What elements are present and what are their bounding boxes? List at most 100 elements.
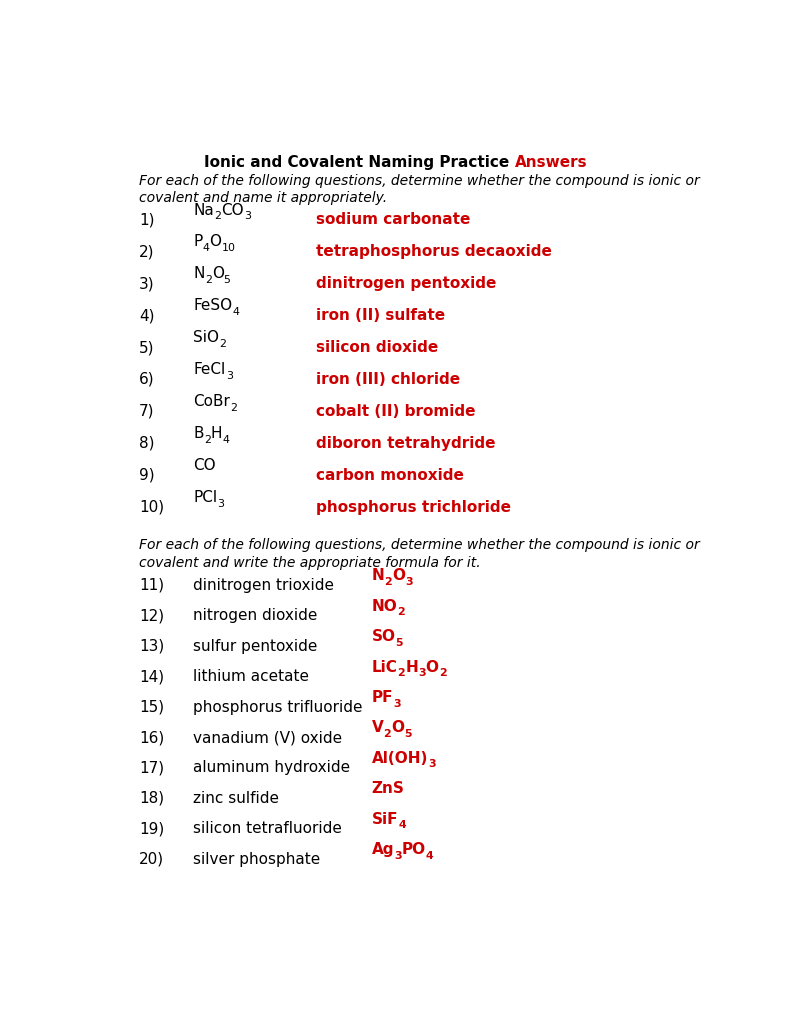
Text: carbon monoxide: carbon monoxide xyxy=(316,468,464,483)
Text: 5: 5 xyxy=(396,638,403,648)
Text: cobalt (II) bromide: cobalt (II) bromide xyxy=(316,403,475,419)
Text: iron (III) chloride: iron (III) chloride xyxy=(316,372,460,387)
Text: O: O xyxy=(392,568,405,584)
Text: SiO: SiO xyxy=(194,331,219,345)
Text: 16): 16) xyxy=(139,730,165,745)
Text: 1): 1) xyxy=(139,212,155,227)
Text: 14): 14) xyxy=(139,670,165,684)
Text: Answers: Answers xyxy=(514,156,587,170)
Text: 2: 2 xyxy=(230,402,237,413)
Text: LiC: LiC xyxy=(372,659,398,675)
Text: 17): 17) xyxy=(139,761,165,775)
Text: 4: 4 xyxy=(398,820,406,830)
Text: H: H xyxy=(210,426,222,441)
Text: 10): 10) xyxy=(139,500,165,515)
Text: 2: 2 xyxy=(384,577,392,587)
Text: 3): 3) xyxy=(139,276,155,291)
Text: 4: 4 xyxy=(233,307,240,317)
Text: 5): 5) xyxy=(139,340,155,355)
Text: B: B xyxy=(194,426,204,441)
Text: zinc sulfide: zinc sulfide xyxy=(194,791,279,806)
Text: 2: 2 xyxy=(204,435,210,444)
Text: covalent and name it appropriately.: covalent and name it appropriately. xyxy=(139,191,388,206)
Text: SiF: SiF xyxy=(372,812,398,826)
Text: silver phosphate: silver phosphate xyxy=(194,852,320,866)
Text: CO: CO xyxy=(221,203,244,217)
Text: 10: 10 xyxy=(221,243,236,253)
Text: PF: PF xyxy=(372,690,393,705)
Text: covalent and write the appropriate formula for it.: covalent and write the appropriate formu… xyxy=(139,556,481,569)
Text: PCl: PCl xyxy=(194,490,218,505)
Text: 4): 4) xyxy=(139,308,155,323)
Text: silicon tetrafluoride: silicon tetrafluoride xyxy=(194,821,343,837)
Text: H: H xyxy=(405,659,418,675)
Text: 4: 4 xyxy=(222,435,229,444)
Text: FeSO: FeSO xyxy=(194,298,233,313)
Text: 3: 3 xyxy=(394,851,402,860)
Text: PO: PO xyxy=(402,842,426,857)
Text: 12): 12) xyxy=(139,608,165,624)
Text: For each of the following questions, determine whether the compound is ionic or: For each of the following questions, det… xyxy=(139,538,700,552)
Text: 2: 2 xyxy=(439,668,446,678)
Text: 2: 2 xyxy=(398,668,405,678)
Text: 4: 4 xyxy=(426,851,433,860)
Text: 19): 19) xyxy=(139,821,165,837)
Text: 9): 9) xyxy=(139,468,155,483)
Text: For each of the following questions, determine whether the compound is ionic or: For each of the following questions, det… xyxy=(139,174,700,187)
Text: silicon dioxide: silicon dioxide xyxy=(316,340,438,355)
Text: 2: 2 xyxy=(397,607,405,617)
Text: NO: NO xyxy=(372,599,397,613)
Text: Ag: Ag xyxy=(372,842,394,857)
Text: 2): 2) xyxy=(139,244,155,259)
Text: 15): 15) xyxy=(139,699,165,715)
Text: tetraphosphorus decaoxide: tetraphosphorus decaoxide xyxy=(316,244,552,259)
Text: sulfur pentoxide: sulfur pentoxide xyxy=(194,639,318,653)
Text: Al(OH): Al(OH) xyxy=(372,751,428,766)
Text: ZnS: ZnS xyxy=(372,781,404,797)
Text: sodium carbonate: sodium carbonate xyxy=(316,212,471,227)
Text: 7): 7) xyxy=(139,403,155,419)
Text: phosphorus trifluoride: phosphorus trifluoride xyxy=(194,699,363,715)
Text: 8): 8) xyxy=(139,436,155,451)
Text: 13): 13) xyxy=(139,639,165,653)
Text: 2: 2 xyxy=(219,339,226,349)
Text: P: P xyxy=(194,234,202,250)
Text: N: N xyxy=(194,266,205,282)
Text: Na: Na xyxy=(194,203,214,217)
Text: 3: 3 xyxy=(225,371,233,381)
Text: O: O xyxy=(212,266,224,282)
Text: dinitrogen trioxide: dinitrogen trioxide xyxy=(194,578,335,593)
Text: CO: CO xyxy=(194,458,216,473)
Text: 2: 2 xyxy=(214,211,221,221)
Text: aluminum hydroxide: aluminum hydroxide xyxy=(194,761,350,775)
Text: lithium acetate: lithium acetate xyxy=(194,670,309,684)
Text: SO: SO xyxy=(372,629,396,644)
Text: 3: 3 xyxy=(405,577,413,587)
Text: 20): 20) xyxy=(139,852,165,866)
Text: iron (II) sulfate: iron (II) sulfate xyxy=(316,308,445,323)
Text: 3: 3 xyxy=(428,760,436,769)
Text: 3: 3 xyxy=(218,499,225,509)
Text: 11): 11) xyxy=(139,578,165,593)
Text: N: N xyxy=(372,568,384,584)
Text: O: O xyxy=(210,234,221,250)
Text: 3: 3 xyxy=(418,668,426,678)
Text: V: V xyxy=(372,720,384,735)
Text: 5: 5 xyxy=(224,275,230,285)
Text: FeCl: FeCl xyxy=(194,362,225,377)
Text: 3: 3 xyxy=(393,698,401,709)
Text: vanadium (V) oxide: vanadium (V) oxide xyxy=(194,730,343,745)
Text: CoBr: CoBr xyxy=(194,394,230,410)
Text: 3: 3 xyxy=(244,211,251,221)
Text: 4: 4 xyxy=(202,243,210,253)
Text: O: O xyxy=(392,720,404,735)
Text: nitrogen dioxide: nitrogen dioxide xyxy=(194,608,318,624)
Text: Ionic and Covalent Naming Practice: Ionic and Covalent Naming Practice xyxy=(204,156,514,170)
Text: 18): 18) xyxy=(139,791,165,806)
Text: 6): 6) xyxy=(139,372,155,387)
Text: dinitrogen pentoxide: dinitrogen pentoxide xyxy=(316,276,496,291)
Text: 5: 5 xyxy=(404,729,411,739)
Text: phosphorus trichloride: phosphorus trichloride xyxy=(316,500,511,515)
Text: diboron tetrahydride: diboron tetrahydride xyxy=(316,436,495,451)
Text: 2: 2 xyxy=(384,729,392,739)
